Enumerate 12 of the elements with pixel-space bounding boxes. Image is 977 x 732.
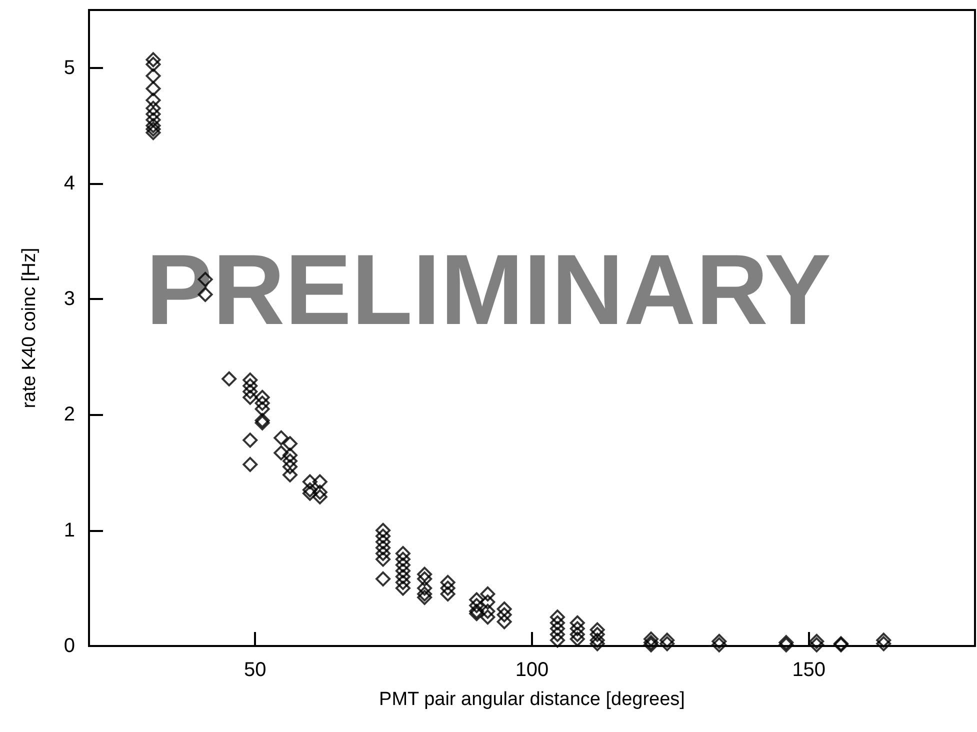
x-axis-title: PMT pair angular distance [degrees]	[379, 689, 685, 710]
x-tick-label: 50	[244, 659, 266, 681]
y-tick-label: 2	[64, 404, 75, 426]
annotation: PRELIMINARY	[146, 234, 832, 346]
y-tick-label: 3	[64, 288, 75, 310]
y-tick-label: 4	[64, 172, 75, 194]
x-tick-label: 150	[792, 659, 826, 681]
y-axis-title: rate K40 coinc [Hz]	[19, 248, 40, 408]
y-tick-label: 5	[64, 56, 75, 79]
x-tick-label: 100	[515, 659, 549, 681]
y-tick-label: 1	[64, 519, 75, 542]
y-tick-label: 0	[64, 635, 75, 657]
